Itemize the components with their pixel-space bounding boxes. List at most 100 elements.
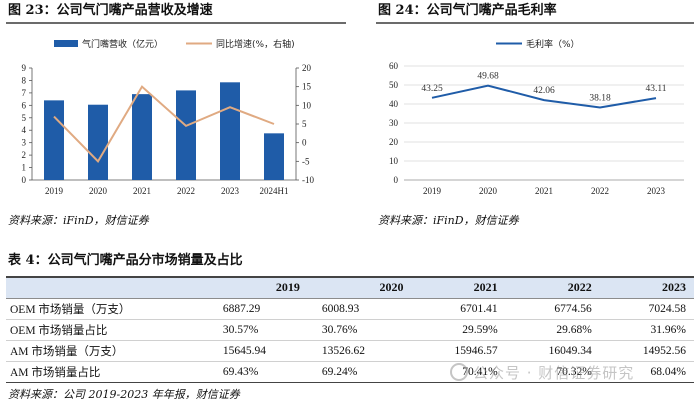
left-tick-label: 4: [22, 125, 27, 135]
left-tick-label: 0: [22, 175, 27, 185]
left-tick-label: 9: [22, 63, 27, 73]
left-tick-label: 7: [22, 88, 27, 98]
legend-bar-label: 气门嘴营收（亿元）: [82, 38, 163, 50]
figure-23-title: 图 23：公司气门嘴产品营收及增速: [8, 3, 213, 18]
table-4-source: 资料来源：公司 2019-2023 年年报，财信证券: [8, 388, 240, 401]
y-tick-label: 60: [389, 61, 399, 71]
left-tick-label: 2: [22, 150, 27, 160]
table-cell: 13526.62: [307, 340, 412, 362]
figure-24-source: 资料来源：iFinD，财信证券: [378, 214, 519, 227]
right-tick-label: 10: [302, 100, 312, 110]
row-label-oem-share: OEM 市场销量占比: [6, 319, 217, 341]
growth-rate-line: [53, 85, 275, 163]
y-tick-label: 20: [389, 137, 399, 147]
bar-revenue: [264, 133, 284, 180]
bar-revenue: [176, 90, 196, 180]
table-cell: 14952.56: [599, 340, 694, 362]
x-tick-label: 2019: [423, 186, 442, 196]
right-tick-label: -10: [302, 175, 314, 185]
x-tick-label: 2020: [479, 186, 498, 196]
y-tick-label: 0: [394, 175, 399, 185]
market-sales-table: 2019 2020 2021 2022 2023 OEM 市场销量（万支） 68…: [6, 278, 694, 382]
table-header-2020: 2020: [307, 278, 412, 299]
right-tick-label: 0: [302, 138, 307, 148]
figure-23-title-rule: [6, 22, 346, 24]
table-cell: 29.68%: [505, 319, 600, 341]
table-row: OEM 市场销量占比 30.57% 30.76% 29.59% 29.68% 3…: [6, 319, 694, 341]
left-tick-label: 3: [22, 138, 27, 148]
x-tick-label: 2024H1: [260, 186, 289, 196]
bar-revenue: [132, 94, 152, 180]
table-4-title: 表 4：公司气门嘴产品分市场销量及占比: [8, 253, 243, 268]
legend-bar-swatch: [54, 40, 78, 47]
y-tick-label: 40: [389, 99, 399, 109]
table-cell: 16049.34: [505, 340, 600, 362]
row-label-am-volume: AM 市场销量（万支）: [6, 340, 217, 362]
x-tick-label: 2023: [647, 186, 666, 196]
table-header-2021: 2021: [411, 278, 506, 299]
x-tick-label: 2021: [535, 186, 553, 196]
table-cell: 15645.94: [216, 340, 308, 362]
gross-margin-chart: 毛利率（%） 0 10 20 30 40 50 60 2019 2020 2021 2022 2023 4…: [389, 38, 684, 196]
bar-revenue: [44, 100, 64, 180]
watermark: 公众号 · 财信证券研究: [450, 362, 634, 383]
x-tick-label: 2019: [45, 186, 64, 196]
revenue-growth-chart: 气门嘴营收（亿元） 同比增速(%，右轴) 0 1 2 3 4 5 6 7 8 9 -10 -5 0 5 10 15…: [22, 38, 315, 196]
table-row: OEM 市场销量（万支） 6887.29 6008.93 6701.41 677…: [6, 298, 694, 320]
table-cell: 70.32%: [556, 365, 592, 378]
table-header-2022: 2022: [505, 278, 600, 299]
data-label: 38.18: [589, 93, 611, 103]
table-cell: 29.59%: [411, 319, 506, 341]
table-header-2023: 2023: [599, 278, 694, 299]
table-cell: 6701.41: [411, 298, 506, 320]
legend-margin-label: 毛利率（%）: [526, 38, 580, 50]
x-tick-label: 2022: [591, 186, 609, 196]
table-row: AM 市场销量占比 69.43% 69.24% 70.41% 70.32% 68…: [6, 361, 694, 382]
data-label: 43.25: [421, 84, 443, 94]
x-tick-label: 2022: [177, 186, 195, 196]
left-tick-label: 6: [22, 100, 27, 110]
table-cell: 6008.93: [307, 298, 412, 320]
x-tick-label: 2023: [221, 186, 240, 196]
legend-line-label: 同比增速(%，右轴): [216, 38, 295, 50]
table-cell: 31.96%: [599, 319, 694, 341]
right-tick-label: 15: [302, 82, 312, 92]
data-label: 49.68: [477, 72, 499, 82]
data-label: 42.06: [533, 86, 555, 96]
left-tick-label: 5: [22, 113, 27, 123]
row-label-oem-volume: OEM 市场销量（万支）: [6, 298, 217, 320]
table-top-rule: [6, 276, 694, 278]
x-tick-label: 2020: [89, 186, 108, 196]
table-cell: 7024.58: [599, 298, 694, 320]
figure-24-title: 图 24：公司气门嘴产品毛利率: [378, 3, 557, 18]
table-header-row: 2019 2020 2021 2022 2023: [6, 278, 694, 299]
table-cell: 30.76%: [307, 319, 412, 341]
y-tick-label: 10: [389, 156, 399, 166]
y-tick-label: 50: [389, 80, 399, 90]
table-header-blank: [6, 278, 217, 299]
right-tick-label: 20: [302, 63, 312, 73]
table-cell: 6887.29: [216, 298, 308, 320]
watermark-text: 公众号 · 财信证券研究: [473, 364, 635, 382]
left-tick-label: 1: [22, 163, 27, 173]
data-label: 43.11: [645, 84, 666, 94]
table-cell: 15946.57: [411, 340, 506, 362]
left-tick-label: 8: [22, 75, 27, 85]
table-cell: 70.41%: [462, 365, 498, 378]
right-tick-label: 5: [302, 119, 307, 129]
table-header-2019: 2019: [216, 278, 308, 299]
right-tick-label: -5: [302, 156, 310, 166]
table-cell: 30.57%: [216, 319, 308, 341]
table-cell: 68.04%: [650, 365, 686, 378]
table-row: AM 市场销量（万支） 15645.94 13526.62 15946.57 1…: [6, 340, 694, 362]
y-tick-label: 30: [389, 118, 399, 128]
table-bottom-rule: [6, 382, 694, 383]
x-tick-label: 2021: [133, 186, 151, 196]
bar-revenue: [220, 82, 240, 180]
table-cell: 6774.56: [505, 298, 600, 320]
margin-line: [431, 84, 657, 109]
table-cell: 69.24%: [321, 365, 358, 378]
figure-23-source: 资料来源：iFinD，财信证券: [8, 214, 149, 227]
wechat-icon: [450, 363, 468, 381]
bar-revenue: [88, 104, 108, 180]
